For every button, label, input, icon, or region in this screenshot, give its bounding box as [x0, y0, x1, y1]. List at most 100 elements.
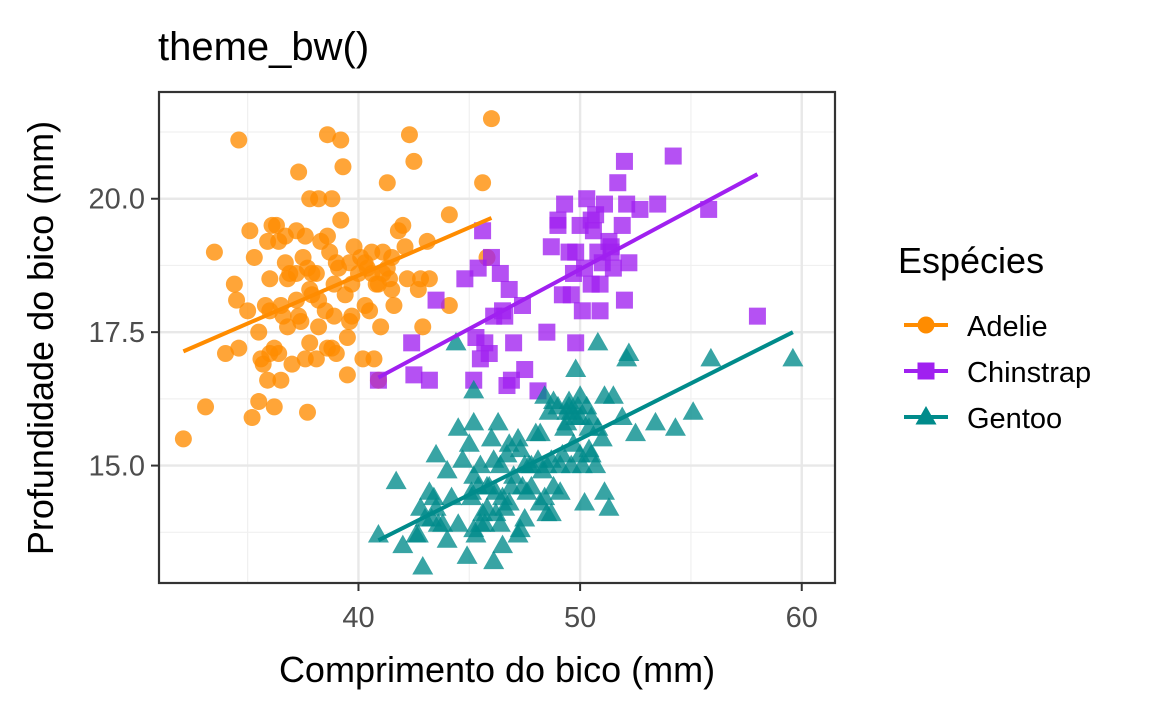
point-adelie — [239, 302, 257, 320]
point-gentoo — [425, 497, 447, 516]
point-chinstrap — [474, 222, 492, 240]
point-adelie — [318, 126, 336, 144]
point-gentoo — [472, 502, 494, 522]
point-adelie — [290, 163, 308, 181]
point-gentoo — [452, 449, 474, 468]
point-gentoo — [782, 347, 804, 367]
point-adelie — [296, 227, 314, 245]
point-gentoo — [507, 427, 529, 447]
point-gentoo — [423, 486, 445, 506]
point-adelie — [396, 238, 414, 256]
point-chinstrap — [403, 334, 421, 352]
point-adelie — [414, 318, 432, 336]
point-gentoo — [551, 443, 573, 463]
point-adelie — [230, 131, 248, 149]
point-adelie — [405, 152, 423, 170]
y-tick-label: 15.0 — [89, 451, 145, 483]
x-axis-label: Comprimento do bico (mm) — [279, 649, 715, 690]
point-adelie — [383, 280, 401, 298]
point-adelie — [356, 254, 374, 272]
point-adelie — [216, 345, 234, 363]
point-gentoo — [456, 545, 478, 564]
point-gentoo — [664, 417, 686, 436]
point-adelie — [369, 275, 387, 293]
point-gentoo — [538, 401, 560, 420]
point-chinstrap — [573, 302, 591, 320]
point-adelie — [265, 398, 283, 416]
point-chinstrap — [456, 270, 474, 288]
point-gentoo — [474, 513, 496, 532]
point-adelie — [385, 296, 403, 314]
point-gentoo — [531, 459, 553, 479]
point-adelie — [241, 222, 259, 240]
point-adelie — [365, 350, 383, 368]
point-adelie — [327, 254, 345, 272]
point-chinstrap — [615, 291, 633, 309]
point-chinstrap — [618, 195, 636, 213]
point-adelie — [327, 345, 345, 363]
point-adelie — [279, 318, 297, 336]
point-chinstrap — [467, 329, 485, 346]
point-chinstrap — [516, 361, 534, 379]
point-adelie — [336, 286, 354, 304]
point-adelie — [372, 318, 390, 336]
points-layer — [174, 110, 804, 575]
point-adelie — [440, 296, 458, 314]
legend: Espécies Adelie Chinstrap Gentoo — [898, 240, 1091, 435]
point-gentoo — [585, 454, 607, 474]
point-chinstrap — [500, 280, 518, 298]
point-adelie — [334, 158, 352, 176]
point-chinstrap — [604, 259, 622, 277]
point-gentoo — [540, 502, 562, 522]
point-gentoo — [412, 555, 434, 575]
point-gentoo — [487, 411, 509, 431]
point-adelie — [287, 264, 305, 282]
point-chinstrap — [405, 366, 423, 384]
point-chinstrap — [613, 216, 631, 234]
y-axis-label: Profundidade do bico (mm) — [20, 121, 61, 555]
point-adelie — [298, 403, 316, 421]
point-adelie — [250, 393, 268, 411]
y-axis: 15.0 17.5 20.0 — [89, 184, 159, 483]
point-gentoo — [576, 395, 598, 415]
point-chinstrap — [578, 190, 596, 208]
point-adelie — [230, 339, 248, 357]
chart-title: theme_bw() — [158, 25, 369, 69]
point-adelie — [225, 275, 243, 293]
point-chinstrap — [591, 302, 609, 320]
point-adelie — [332, 211, 350, 229]
point-chinstrap — [582, 211, 600, 229]
legend-key-marker — [915, 406, 937, 425]
point-gentoo — [543, 475, 565, 495]
point-adelie — [343, 307, 361, 325]
legend-item-adelie: Adelie — [904, 311, 1048, 343]
legend-title: Espécies — [898, 240, 1044, 281]
point-adelie — [307, 264, 325, 282]
point-gentoo — [593, 481, 615, 500]
point-chinstrap — [595, 195, 613, 213]
point-adelie — [301, 334, 319, 352]
series-gentoo — [367, 331, 804, 575]
point-chinstrap — [591, 275, 609, 293]
point-gentoo — [565, 358, 587, 378]
point-chinstrap — [567, 243, 585, 261]
point-gentoo — [447, 513, 469, 532]
point-adelie — [361, 302, 379, 320]
point-gentoo — [425, 443, 447, 463]
point-chinstrap — [427, 291, 445, 309]
point-chinstrap — [620, 254, 638, 272]
point-adelie — [323, 190, 341, 208]
fit-line-gentoo — [377, 330, 794, 543]
point-gentoo — [447, 417, 469, 436]
point-adelie — [205, 243, 223, 261]
point-adelie — [338, 329, 356, 346]
point-chinstrap — [502, 371, 520, 389]
point-chinstrap — [615, 152, 633, 170]
point-gentoo — [463, 379, 485, 399]
point-gentoo — [591, 427, 613, 447]
point-gentoo — [571, 454, 593, 474]
x-tick-label: 50 — [564, 602, 596, 634]
point-chinstrap — [631, 200, 649, 218]
point-adelie — [250, 323, 268, 341]
